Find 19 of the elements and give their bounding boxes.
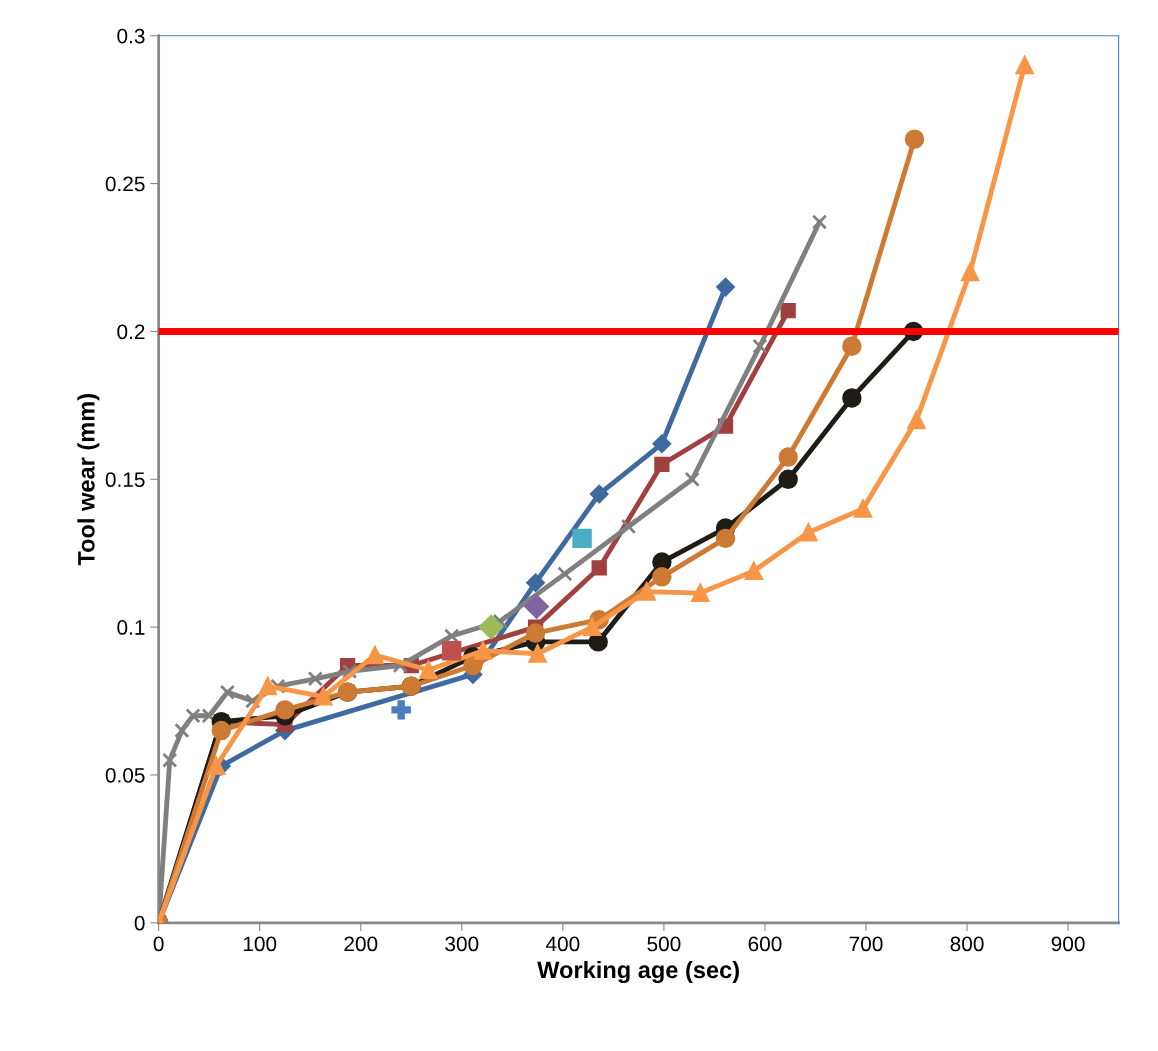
y-tick-label: 0.2 [117,324,145,340]
x-tick-label: 400 [545,936,580,952]
y-tick-label: 0.3 [117,28,145,44]
y-tick-label: 0.15 [105,472,145,488]
y-tick-label: 0.05 [105,767,145,783]
y-tick-label: 0.25 [105,176,145,192]
x-tick-label: 900 [1051,936,1085,952]
x-tick-label: 0 [153,936,164,952]
x-tick-label: 800 [950,936,984,952]
x-tick-label: 100 [243,936,277,952]
x-axis-title: Working age (sec) [537,960,739,984]
x-tick-label: 200 [344,936,378,952]
y-tick-label: 0 [134,915,145,931]
y-axis-title: Tool wear (mm) [77,394,100,566]
x-tick-label: 600 [748,936,782,952]
x-tick-label: 700 [849,936,883,952]
x-tick-label: 500 [647,936,681,952]
x-tick-label: 300 [445,936,479,952]
y-tick-label: 0.1 [117,620,145,635]
